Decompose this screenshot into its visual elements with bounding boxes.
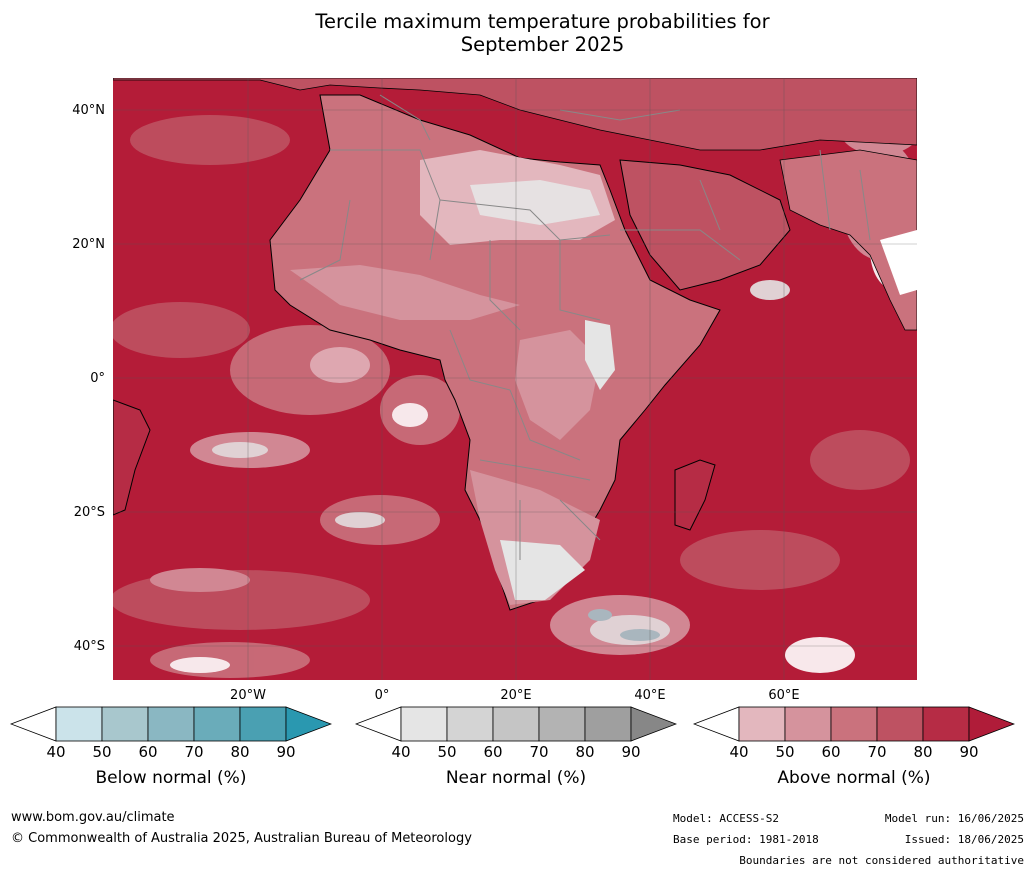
colorbar-tick-label: 50 [775, 743, 795, 761]
footer-copyright: © Commonwealth of Australia 2025, Austra… [11, 831, 472, 846]
colorbar-below-normal [10, 706, 332, 742]
colorbar-segment [538, 706, 586, 742]
colorbar-tick-label: 80 [230, 743, 250, 761]
colorbar-above-label: Above normal (%) [777, 768, 931, 788]
lat-label-0: 0° [90, 371, 105, 386]
south-africa-region [500, 540, 585, 600]
lon-label-20e: 20°E [500, 688, 532, 703]
india-near-normal [880, 230, 917, 295]
colorbar-tick-label: 40 [729, 743, 749, 761]
colorbar-segment [101, 706, 149, 742]
colorbar-tick-label: 50 [437, 743, 457, 761]
colorbar-max-triangle [630, 706, 677, 742]
colorbar-max-triangle [968, 706, 1015, 742]
footer-model-run: Model run: 16/06/2025 [884, 812, 1024, 825]
lon-label-40e: 40°E [634, 688, 666, 703]
footer-disclaimer: Boundaries are not considered authoritat… [739, 854, 1024, 867]
colorbar-segment [239, 706, 287, 742]
east-africa-region [585, 320, 615, 390]
lon-label-20w: 20°W [230, 688, 266, 703]
colorbar-segment [55, 706, 103, 742]
colorbar-tick-label: 90 [959, 743, 979, 761]
colorbar-tick-label: 60 [483, 743, 503, 761]
lon-label-60e: 60°E [768, 688, 800, 703]
title-line-1: Tercile maximum temperature probabilitie… [315, 10, 770, 33]
country-borders [299, 94, 871, 560]
colorbar-segment [876, 706, 924, 742]
chart-title: Tercile maximum temperature probabilitie… [0, 10, 1035, 56]
colorbar-tick-label: 40 [46, 743, 66, 761]
colorbar-tick-label: 70 [529, 743, 549, 761]
colorbar-segment [492, 706, 540, 742]
colorbar-segment [446, 706, 494, 742]
colorbar-segment [830, 706, 878, 742]
map-content [113, 78, 917, 680]
colorbar-tick-label: 90 [621, 743, 641, 761]
colorbar-above-normal [693, 706, 1015, 742]
colorbar-segment [400, 706, 448, 742]
arabian-peninsula [619, 159, 791, 291]
ocean-patches [113, 105, 917, 678]
colorbar-tick-label: 60 [138, 743, 158, 761]
lon-label-0: 0° [374, 688, 390, 703]
madagascar [674, 459, 716, 531]
colorbar-tick-label: 90 [276, 743, 296, 761]
colorbar-tick-label: 40 [391, 743, 411, 761]
title-line-2: September 2025 [460, 33, 625, 56]
colorbar-tick-label: 70 [184, 743, 204, 761]
footer-model: Model: ACCESS-S2 [673, 812, 779, 825]
colorbar-min-triangle [355, 706, 402, 742]
lat-label-40n: 40°N [72, 103, 105, 118]
colorbar-tick-label: 50 [92, 743, 112, 761]
colorbar-segment [784, 706, 832, 742]
footer-base-period: Base period: 1981-2018 [673, 833, 819, 846]
south-america-coast [113, 399, 151, 516]
colorbar-tick-label: 80 [913, 743, 933, 761]
colorbar-tick-label: 80 [575, 743, 595, 761]
footer-url[interactable]: www.bom.gov.au/climate [11, 810, 175, 825]
colorbar-segment [193, 706, 241, 742]
iran-india-region [779, 149, 917, 331]
colorbar-near-label: Near normal (%) [445, 768, 587, 788]
lat-label-40s: 40°S [73, 639, 105, 654]
colorbar-tick-label: 60 [821, 743, 841, 761]
colorbar-max-triangle [285, 706, 332, 742]
colorbar-near-normal [355, 706, 677, 742]
footer-issued: Issued: 18/06/2025 [904, 833, 1024, 846]
central-africa-region [515, 330, 600, 440]
colorbar-segment [738, 706, 786, 742]
colorbar-min-triangle [10, 706, 57, 742]
graticule [113, 78, 917, 680]
colorbar-below-label: Below normal (%) [95, 768, 247, 788]
colorbar-tick-label: 70 [867, 743, 887, 761]
colorbar-segment [147, 706, 195, 742]
lat-label-20n: 20°N [72, 237, 105, 252]
sahara-core [470, 180, 600, 225]
colorbar-segment [584, 706, 632, 742]
colorbar-min-triangle [693, 706, 740, 742]
europe-asia-north [113, 78, 917, 151]
colorbar-segment [922, 706, 970, 742]
lat-label-20s: 20°S [73, 505, 105, 520]
sahel-band [290, 265, 520, 320]
